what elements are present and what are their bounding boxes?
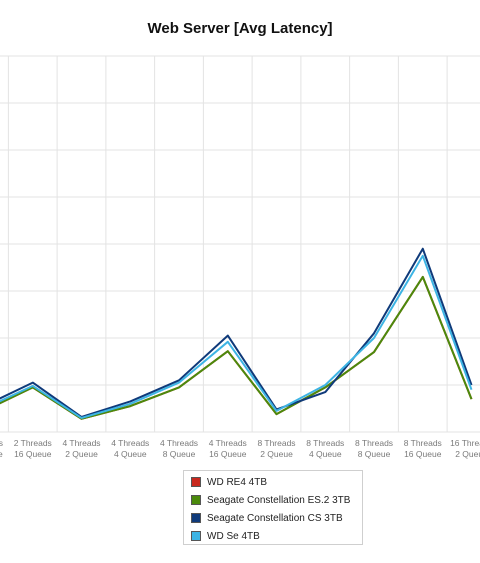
- x-tick-label: 4 Threads 4 Queue: [111, 438, 149, 459]
- legend-swatch: [191, 513, 201, 523]
- legend-item[interactable]: Seagate Constellation CS 3TB: [191, 510, 343, 526]
- x-tick-label: 8 Threads 2 Queue: [257, 438, 295, 459]
- legend-label: WD Se 4TB: [207, 530, 260, 542]
- legend-label: Seagate Constellation CS 3TB: [207, 512, 343, 524]
- legend-label: WD RE4 4TB: [207, 476, 268, 488]
- legend-item[interactable]: WD RE4 4TB: [191, 474, 267, 490]
- legend-label: Seagate Constellation ES.2 3TB: [207, 494, 351, 506]
- x-tick-label: 4 Threads 16 Queue: [209, 438, 247, 459]
- chart-title: Web Server [Avg Latency]: [147, 20, 333, 37]
- x-tick-label: 8 Threads 8 Queue: [355, 438, 393, 459]
- series-line-4: [0, 254, 473, 419]
- legend-item[interactable]: WD Se 4TB: [191, 528, 260, 544]
- grid-lines: [0, 55, 480, 433]
- x-tick-label: 8 Threads 16 Queue: [404, 438, 442, 459]
- legend-swatch: [191, 531, 201, 541]
- x-tick-label: 4 Threads 8 Queue: [160, 438, 198, 459]
- legend-swatch: [191, 495, 201, 505]
- series-line-3: [0, 247, 473, 418]
- legend: WD RE4 4TB Seagate Constellation ES.2 3TB…: [183, 470, 363, 545]
- series-lines: [0, 247, 473, 420]
- legend-swatch: [191, 477, 201, 487]
- x-tick-label: 2 Threads 16 Queue: [14, 438, 52, 459]
- legend-item[interactable]: Seagate Constellation ES.2 3TB: [191, 492, 350, 508]
- x-tick-label: 8 Threads 4 Queue: [306, 438, 344, 459]
- x-tick-label: 4 Threads 2 Queue: [62, 438, 100, 459]
